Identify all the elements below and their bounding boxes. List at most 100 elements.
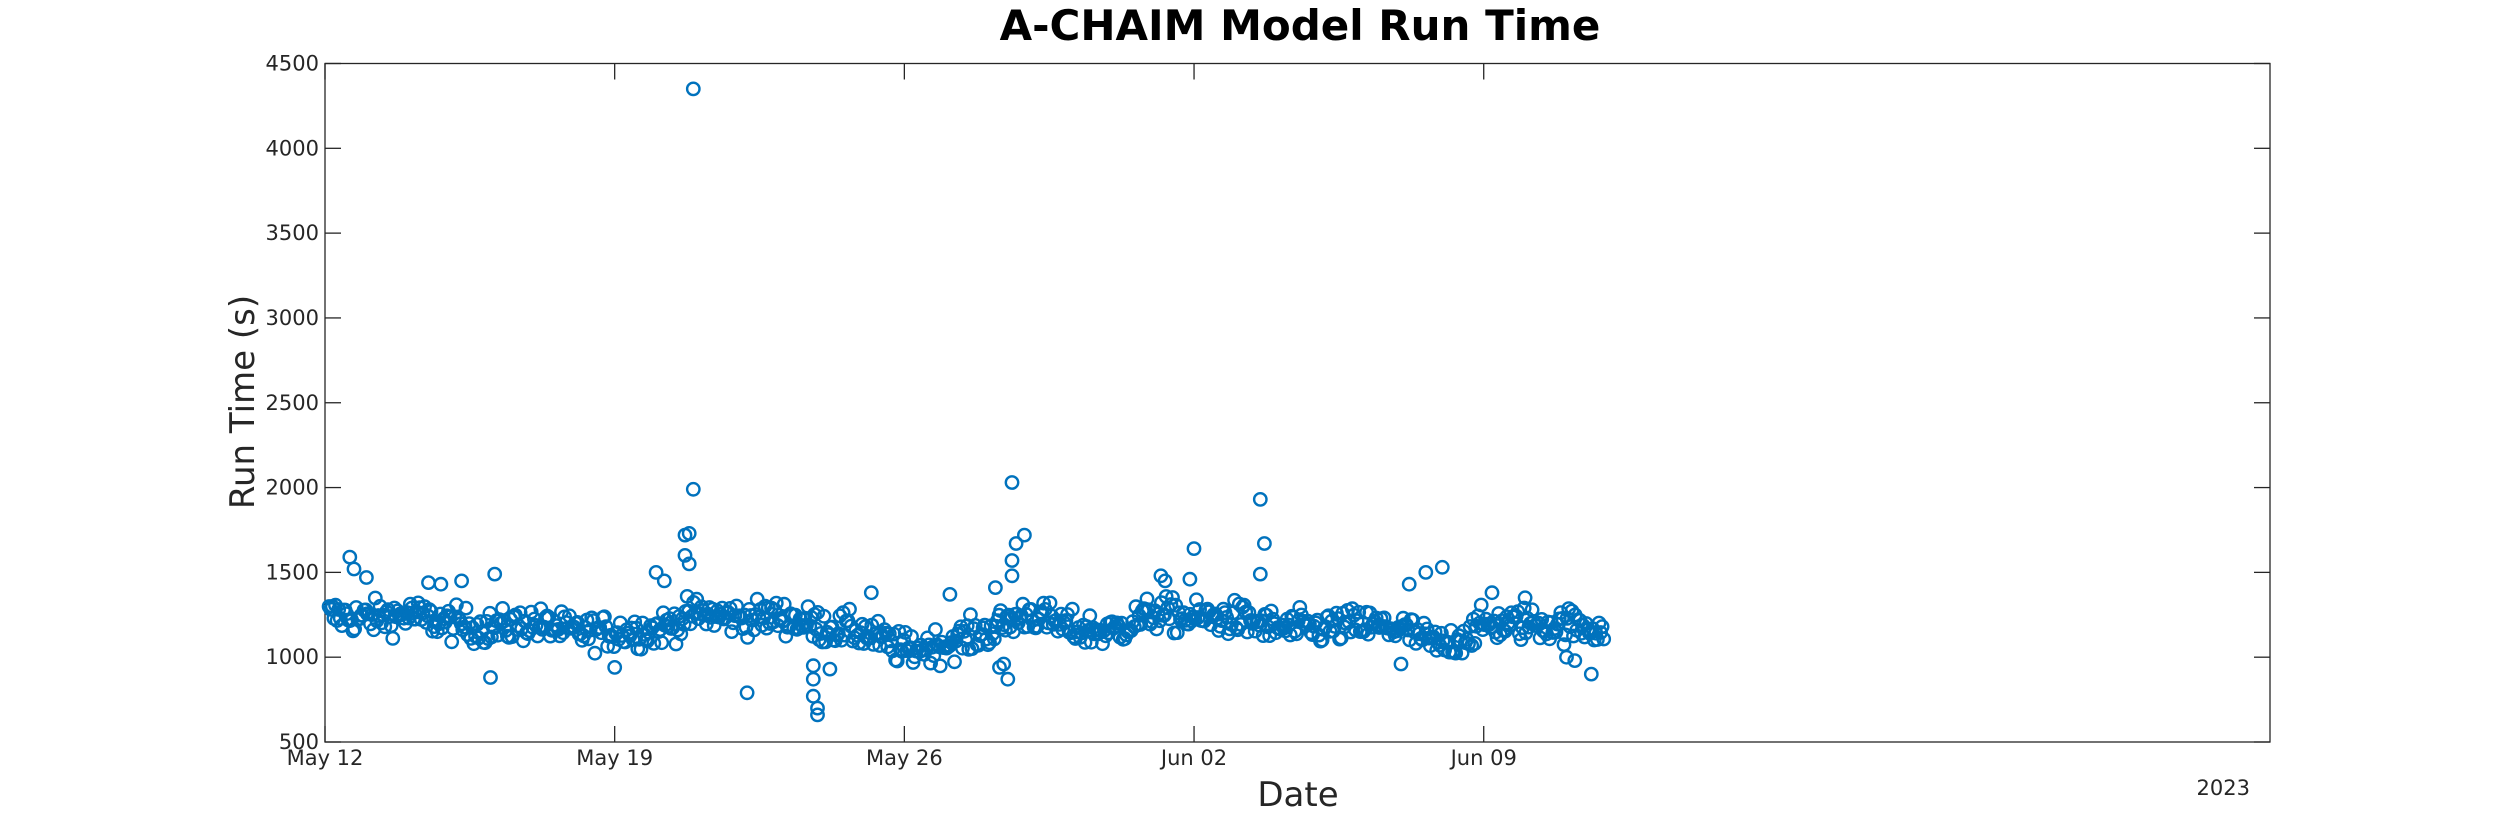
data-point — [1473, 597, 1489, 613]
data-point — [1596, 631, 1612, 647]
data-point — [778, 628, 794, 644]
data-point — [863, 585, 879, 601]
data-point — [923, 655, 938, 671]
data-point — [932, 658, 948, 674]
data-point — [686, 595, 701, 610]
y-tick-label: 3500 — [266, 221, 319, 245]
data-point — [1583, 666, 1599, 682]
data-point — [1000, 671, 1016, 687]
data-point — [881, 626, 897, 642]
y-tick-label: 1500 — [266, 560, 319, 584]
data-point — [955, 640, 970, 656]
data-point — [974, 627, 989, 642]
data-point — [346, 561, 362, 577]
data-point — [1149, 621, 1165, 637]
data-point — [654, 635, 670, 651]
data-point — [681, 556, 697, 572]
data-point — [523, 604, 539, 620]
data-point — [942, 587, 958, 602]
data-point — [472, 614, 488, 630]
data-point — [581, 631, 596, 647]
data-point — [810, 707, 825, 723]
data-point — [928, 622, 943, 637]
data-point — [656, 573, 672, 589]
data-point — [1257, 536, 1272, 551]
data-point — [822, 661, 838, 677]
x-tick-label: Jun 02 — [1159, 746, 1227, 770]
y-tick-label: 2000 — [266, 476, 319, 500]
chart-title: A-CHAIM Model Run Time — [1000, 1, 1601, 50]
x-tick-label: May 26 — [866, 746, 943, 770]
data-point — [597, 609, 612, 625]
data-point — [1165, 590, 1180, 605]
data-point — [1004, 568, 1020, 584]
data-point — [689, 591, 705, 607]
data-point — [421, 575, 436, 590]
x-axis-year-label: 2023 — [2197, 776, 2250, 800]
data-point — [1559, 649, 1574, 665]
data-point — [1028, 620, 1044, 636]
y-tick-label: 2500 — [266, 391, 319, 415]
data-point — [607, 660, 623, 675]
data-point — [1434, 559, 1450, 575]
data-point — [805, 658, 821, 674]
data-point — [1139, 591, 1155, 607]
data-point — [1418, 565, 1434, 580]
data-point — [1064, 601, 1080, 617]
data-point — [1008, 536, 1024, 551]
data-point — [1548, 624, 1564, 640]
data-point — [893, 642, 908, 657]
y-tick-label: 3000 — [266, 306, 319, 330]
data-point — [842, 601, 857, 617]
data-point — [454, 573, 469, 589]
data-point — [904, 629, 919, 644]
x-axis-label: Date — [1257, 775, 1338, 815]
data-point — [404, 600, 420, 616]
data-point — [1004, 553, 1020, 568]
y-axis-label: Run Time (s) — [223, 295, 263, 509]
x-tick-label: May 19 — [576, 746, 653, 770]
data-point — [648, 565, 664, 580]
data-point — [483, 629, 499, 645]
data-point — [1393, 656, 1409, 672]
data-point — [385, 631, 401, 646]
y-tick-label: 4500 — [266, 52, 319, 76]
data-point — [685, 481, 701, 497]
data-point — [1036, 595, 1052, 611]
data-point — [627, 614, 643, 630]
data-point — [677, 527, 693, 543]
data-point — [1182, 571, 1198, 587]
data-point — [358, 570, 374, 585]
data-point — [685, 81, 701, 97]
data-point — [1017, 527, 1032, 543]
data-point — [1004, 475, 1020, 490]
data-point — [768, 595, 784, 611]
data-point — [552, 628, 568, 644]
data-point — [677, 548, 693, 563]
y-tick-label: 500 — [279, 730, 319, 754]
data-point — [1467, 636, 1483, 651]
data-point — [818, 634, 833, 650]
x-tick-label: Jun 09 — [1449, 746, 1517, 770]
data-point — [1292, 600, 1308, 615]
data-point — [1236, 597, 1252, 613]
data-point — [1252, 566, 1268, 582]
data-point — [1252, 491, 1268, 507]
data-point — [1591, 615, 1607, 631]
data-point — [487, 566, 503, 582]
data-point — [1169, 625, 1185, 640]
data-point — [483, 670, 498, 685]
data-point — [444, 634, 460, 650]
data-point — [1448, 645, 1464, 661]
data-point — [805, 671, 821, 687]
data-point — [1401, 576, 1417, 592]
data-point — [342, 549, 358, 565]
data-point — [1517, 590, 1533, 606]
data-point — [673, 626, 689, 642]
data-point — [992, 660, 1007, 675]
data-point — [1567, 653, 1583, 668]
data-point — [810, 700, 825, 716]
y-axis: 500 1000 1500 2000 2500 3000 3500 4000 4500 — [266, 52, 2270, 754]
